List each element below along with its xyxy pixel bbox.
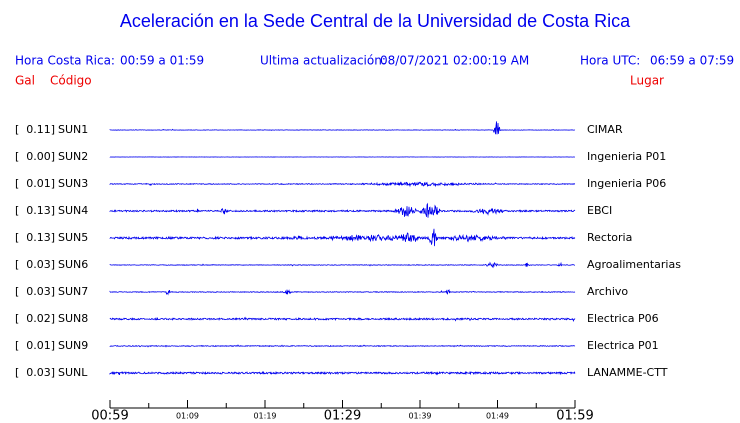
code-header: Código xyxy=(50,74,92,88)
gal-header: Gal xyxy=(15,74,35,88)
seismic-trace xyxy=(109,316,576,322)
utc-label: Hora UTC: xyxy=(580,54,640,68)
station-place: CIMAR xyxy=(587,123,623,136)
station-code: SUNL xyxy=(58,366,88,379)
gal-value: [ 0.03] xyxy=(15,258,55,271)
station-code: SUN9 xyxy=(58,339,88,352)
time-label: 01:09 xyxy=(176,412,199,421)
station-code: SUN3 xyxy=(58,177,88,190)
update-label: Ultima actualización: xyxy=(260,54,386,68)
utc-range: 06:59 a 07:59 xyxy=(650,54,734,68)
seismic-trace xyxy=(109,370,576,376)
time-label: 00:59 xyxy=(91,409,128,423)
station-place: Electrica P06 xyxy=(587,312,659,325)
station-place: Ingenieria P01 xyxy=(587,150,666,163)
gal-value: [ 0.01] xyxy=(15,177,55,190)
time-label: 01:49 xyxy=(486,412,509,421)
seismic-trace xyxy=(109,228,576,247)
station-code: SUN6 xyxy=(58,258,88,271)
place-header: Lugar xyxy=(630,74,664,88)
seismic-trace xyxy=(109,261,576,269)
station-code: SUN2 xyxy=(58,150,88,163)
gal-value: [ 0.03] xyxy=(15,285,55,298)
gal-value: [ 0.01] xyxy=(15,339,55,352)
title: Aceleración en la Sede Central de la Uni… xyxy=(120,11,631,31)
station-place: Electrica P01 xyxy=(587,339,659,352)
station-place: Agroalimentarias xyxy=(587,258,681,271)
local-label: Hora Costa Rica: xyxy=(15,54,115,68)
gal-value: [ 0.13] xyxy=(15,231,55,244)
gal-value: [ 0.13] xyxy=(15,204,55,217)
local-range: 00:59 a 01:59 xyxy=(120,54,204,68)
station-code: SUN7 xyxy=(58,285,88,298)
update-value: 08/07/2021 02:00:19 AM xyxy=(380,54,529,68)
gal-value: [ 0.11] xyxy=(15,123,55,136)
gal-value: [ 0.03] xyxy=(15,366,55,379)
time-label: 01:29 xyxy=(324,409,361,423)
seismic-trace xyxy=(109,181,576,188)
station-code: SUN5 xyxy=(58,231,88,244)
time-label: 01:59 xyxy=(556,409,593,423)
station-place: Rectoria xyxy=(587,231,632,244)
station-place: Archivo xyxy=(587,285,628,298)
station-place: Ingenieria P06 xyxy=(587,177,666,190)
station-code: SUN4 xyxy=(58,204,88,217)
gal-value: [ 0.00] xyxy=(15,150,55,163)
station-place: EBCI xyxy=(587,204,612,217)
station-place: LANAMME-CTT xyxy=(587,366,668,379)
time-label: 01:39 xyxy=(408,412,431,421)
seismic-trace xyxy=(109,288,576,296)
station-code: SUN1 xyxy=(58,123,88,136)
station-code: SUN8 xyxy=(58,312,88,325)
gal-value: [ 0.02] xyxy=(15,312,55,325)
seismic-trace xyxy=(109,344,576,348)
seismic-trace xyxy=(109,121,576,135)
seismic-trace xyxy=(109,202,576,218)
time-label: 01:19 xyxy=(253,412,276,421)
